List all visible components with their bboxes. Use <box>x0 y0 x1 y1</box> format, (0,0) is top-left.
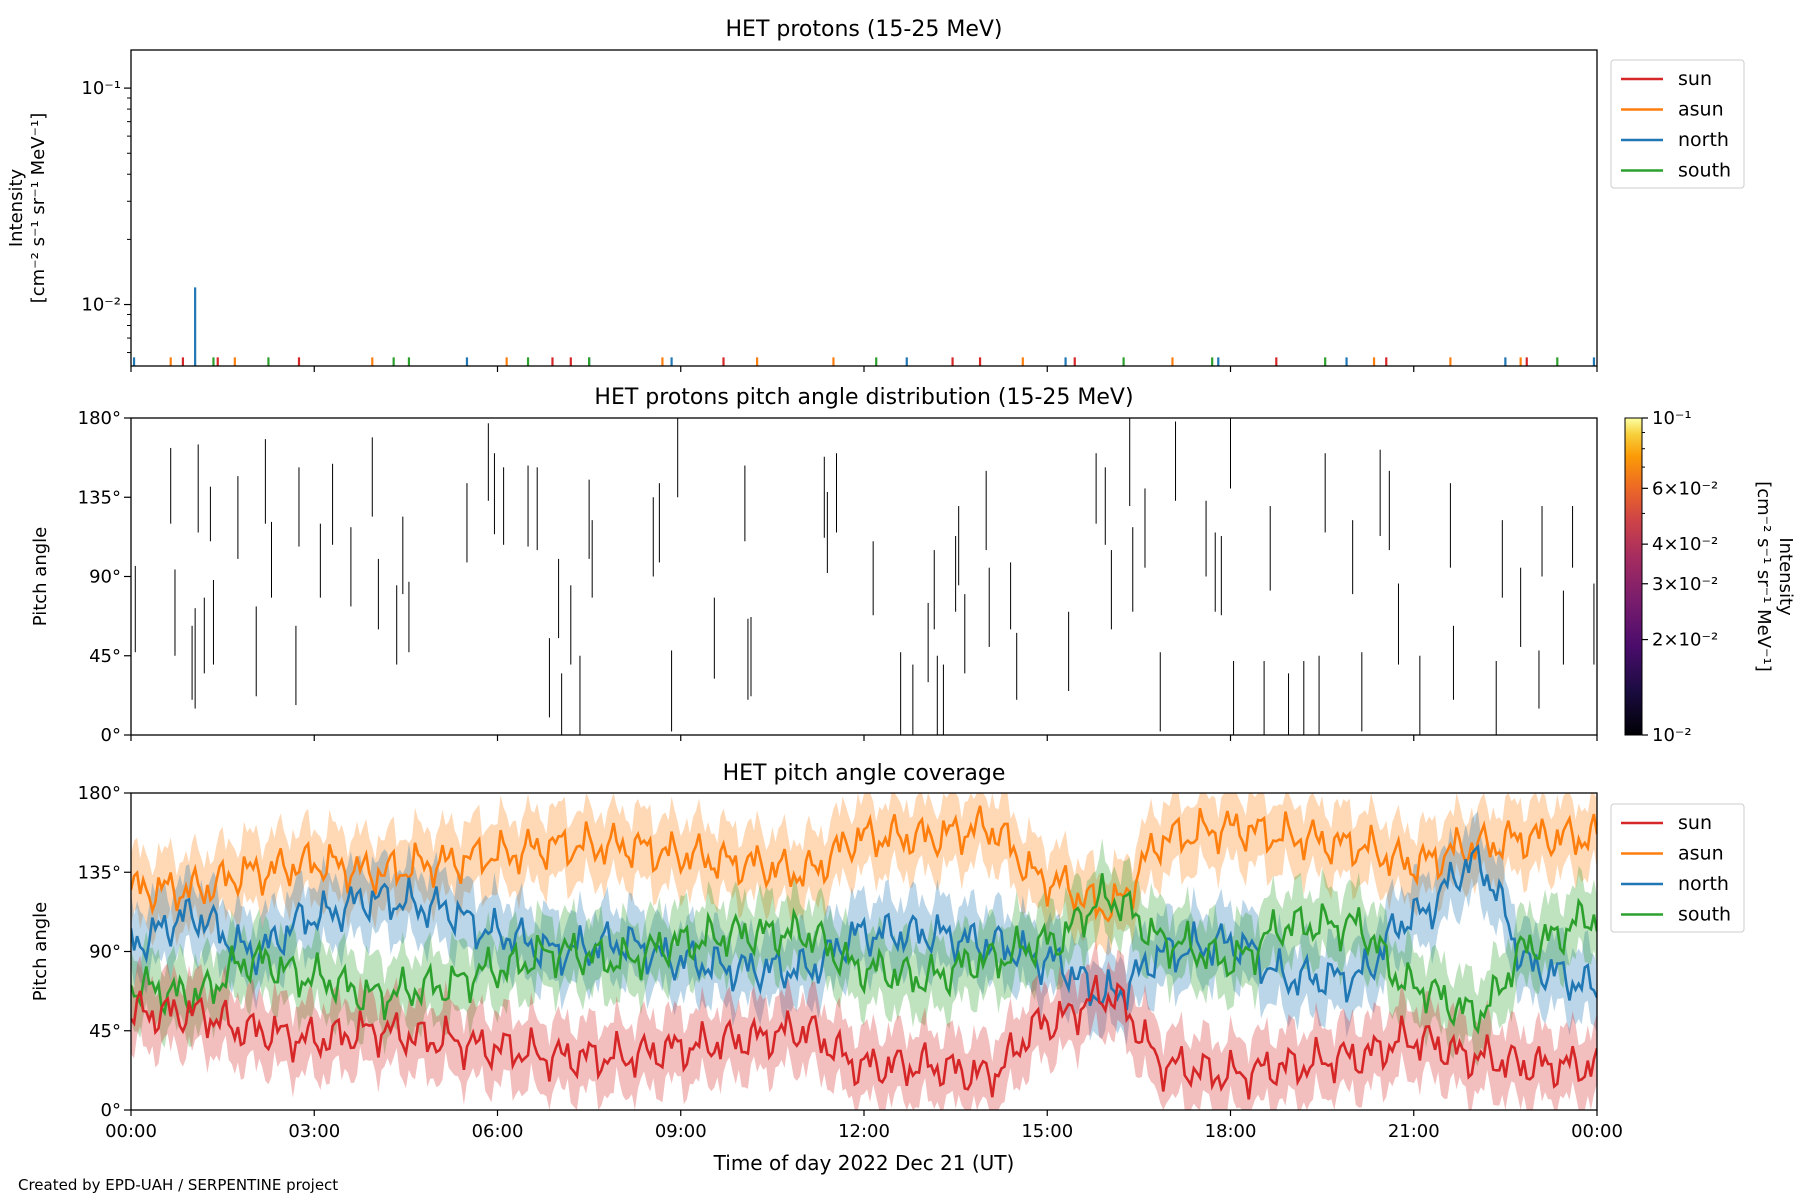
legend-label-asun: asun <box>1678 843 1724 865</box>
coverage-line-north <box>131 843 1597 1011</box>
panel3-ticks: 00:00 03:00 06:00 09:00 12:00 15:00 18:00 21:00… <box>78 783 1623 1142</box>
colorbar-ticks: 10⁻² 2×10⁻² 3×10⁻² 4×10⁻² 6×10⁻² 10⁻¹ <box>1642 408 1718 746</box>
colorbar-tick-label: 3×10⁻² <box>1652 574 1718 595</box>
y-tick-label: 135° <box>78 862 121 883</box>
coverage-line-asun <box>131 805 1597 923</box>
legend-label-sun: sun <box>1678 812 1712 834</box>
y-tick-label: 180° <box>78 783 121 804</box>
panel-pitch-angle-distribution: HET protons pitch angle distribution (15… <box>30 385 1796 746</box>
panel3-y-axis-label: Pitch angle <box>30 902 51 1001</box>
legend-label-sun: sun <box>1678 68 1712 90</box>
x-tick-label: 00:00 <box>105 1121 157 1142</box>
y-tick-label: 10⁻² <box>81 295 121 316</box>
colorbar-label-line-1: Intensity <box>1775 537 1796 616</box>
legend-label-asun: asun <box>1678 99 1724 121</box>
x-tick-label: 18:00 <box>1205 1121 1257 1142</box>
panel2-y-axis-label: Pitch angle <box>30 527 51 626</box>
y-tick-label: 135° <box>78 487 121 508</box>
colorbar-label: Intensity [cm⁻² s⁻¹ sr⁻¹ MeV⁻¹] <box>1753 481 1796 672</box>
x-tick-label: 12:00 <box>838 1121 890 1142</box>
y-tick-label: 180° <box>78 408 121 429</box>
coverage-band-south <box>131 838 1597 1067</box>
x-tick-label: 21:00 <box>1388 1121 1440 1142</box>
colorbar-label-line-2: [cm⁻² s⁻¹ sr⁻¹ MeV⁻¹] <box>1753 481 1774 672</box>
x-tick-label: 06:00 <box>472 1121 524 1142</box>
legend-label-north: north <box>1678 129 1729 151</box>
legend-box <box>1610 59 1745 189</box>
panel1-y-label-line-2: [cm⁻² s⁻¹ sr⁻¹ MeV⁻¹] <box>28 113 49 304</box>
footer-credit: Created by EPD-UAH / SERPENTINE project <box>18 1176 339 1194</box>
y-tick-label: 45° <box>89 1021 121 1042</box>
panel3-title: HET pitch angle coverage <box>723 761 1006 786</box>
colorbar-tick-label: 2×10⁻² <box>1652 630 1718 651</box>
y-tick-label: 0° <box>101 1100 121 1121</box>
panel2-plot-area <box>134 418 1595 735</box>
coverage-line-south <box>131 873 1597 1035</box>
panel2-frame <box>130 417 1598 736</box>
x-tick-label: 15:00 <box>1021 1121 1073 1142</box>
panel3-plot-area <box>131 793 1597 1110</box>
legend-box <box>1610 803 1745 933</box>
y-tick-label: 90° <box>89 567 121 588</box>
x-tick-label: 00:00 <box>1571 1121 1623 1142</box>
panel1-ticks: 10⁻² 10⁻¹ <box>81 78 1598 372</box>
panel1-y-label-line-1: Intensity <box>6 168 27 247</box>
panel2-title: HET protons pitch angle distribution (15… <box>594 385 1133 410</box>
panel3-frame <box>130 792 1598 1111</box>
coverage-line-sun <box>131 974 1597 1100</box>
panel1-plot-area <box>132 287 1596 366</box>
panel1-y-axis-label: Intensity [cm⁻² s⁻¹ sr⁻¹ MeV⁻¹] <box>6 113 49 304</box>
x-tick-label: 09:00 <box>655 1121 707 1142</box>
y-tick-label: 90° <box>89 942 121 963</box>
colorbar-tick-label: 4×10⁻² <box>1652 534 1718 555</box>
legend-label-south: south <box>1678 160 1731 182</box>
y-tick-label: 10⁻¹ <box>81 78 121 99</box>
x-tick-label: 03:00 <box>288 1121 340 1142</box>
coverage-band-asun <box>131 793 1597 956</box>
colorbar-gradient <box>1624 417 1643 736</box>
panel1-legend: sun asun north south <box>1610 59 1745 189</box>
colorbar-tick-label: 6×10⁻² <box>1652 478 1718 499</box>
colorbar-tick-label: 10⁻² <box>1652 725 1692 746</box>
colorbar: 10⁻² 2×10⁻² 3×10⁻² 4×10⁻² 6×10⁻² 10⁻¹ Intensi… <box>1624 408 1796 746</box>
panel3-legend: sun asun north south <box>1610 803 1745 933</box>
legend-label-south: south <box>1678 904 1731 926</box>
colorbar-tick-label: 10⁻¹ <box>1652 408 1692 429</box>
panel-pitch-angle-coverage: HET pitch angle coverage Pitch angle 00:… <box>30 761 1745 1175</box>
coverage-band-sun <box>131 939 1597 1110</box>
panel-intensity: HET protons (15-25 MeV) Intensity [cm⁻² … <box>6 17 1745 372</box>
panel1-title: HET protons (15-25 MeV) <box>726 17 1003 42</box>
y-tick-label: 0° <box>101 725 121 746</box>
legend-label-north: north <box>1678 873 1729 895</box>
y-tick-label: 45° <box>89 646 121 667</box>
panel2-ticks: 0° 45° 90° 135° 180° <box>78 408 1598 746</box>
x-axis-label: Time of day 2022 Dec 21 (UT) <box>713 1151 1015 1175</box>
panel1-frame <box>130 49 1598 367</box>
